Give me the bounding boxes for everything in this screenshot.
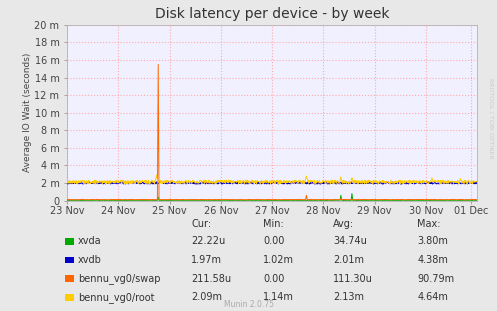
Title: Disk latency per device - by week: Disk latency per device - by week — [155, 7, 389, 21]
Text: 1.14m: 1.14m — [263, 292, 294, 302]
Text: bennu_vg0/swap: bennu_vg0/swap — [78, 273, 161, 284]
Text: Munin 2.0.75: Munin 2.0.75 — [224, 300, 273, 309]
Text: Cur:: Cur: — [191, 219, 211, 229]
Text: 211.58u: 211.58u — [191, 274, 232, 284]
Text: 22.22u: 22.22u — [191, 236, 226, 246]
Text: bennu_vg0/root: bennu_vg0/root — [78, 292, 155, 303]
Text: 111.30u: 111.30u — [333, 274, 373, 284]
Text: 0.00: 0.00 — [263, 236, 285, 246]
Text: xvda: xvda — [78, 236, 102, 246]
Text: 4.38m: 4.38m — [417, 255, 448, 265]
Text: 0.00: 0.00 — [263, 274, 285, 284]
Text: 1.97m: 1.97m — [191, 255, 222, 265]
Text: xvdb: xvdb — [78, 255, 102, 265]
Y-axis label: Average IO Wait (seconds): Average IO Wait (seconds) — [23, 53, 32, 172]
Text: Min:: Min: — [263, 219, 284, 229]
Text: Max:: Max: — [417, 219, 441, 229]
Text: Avg:: Avg: — [333, 219, 354, 229]
Text: 90.79m: 90.79m — [417, 274, 455, 284]
Text: 2.01m: 2.01m — [333, 255, 364, 265]
Text: 3.80m: 3.80m — [417, 236, 448, 246]
Text: 2.09m: 2.09m — [191, 292, 222, 302]
Text: 4.64m: 4.64m — [417, 292, 448, 302]
Text: 1.02m: 1.02m — [263, 255, 294, 265]
Text: 34.74u: 34.74u — [333, 236, 367, 246]
Text: 2.13m: 2.13m — [333, 292, 364, 302]
Text: RRDTOOL / TOBI OETIKER: RRDTOOL / TOBI OETIKER — [488, 78, 493, 159]
